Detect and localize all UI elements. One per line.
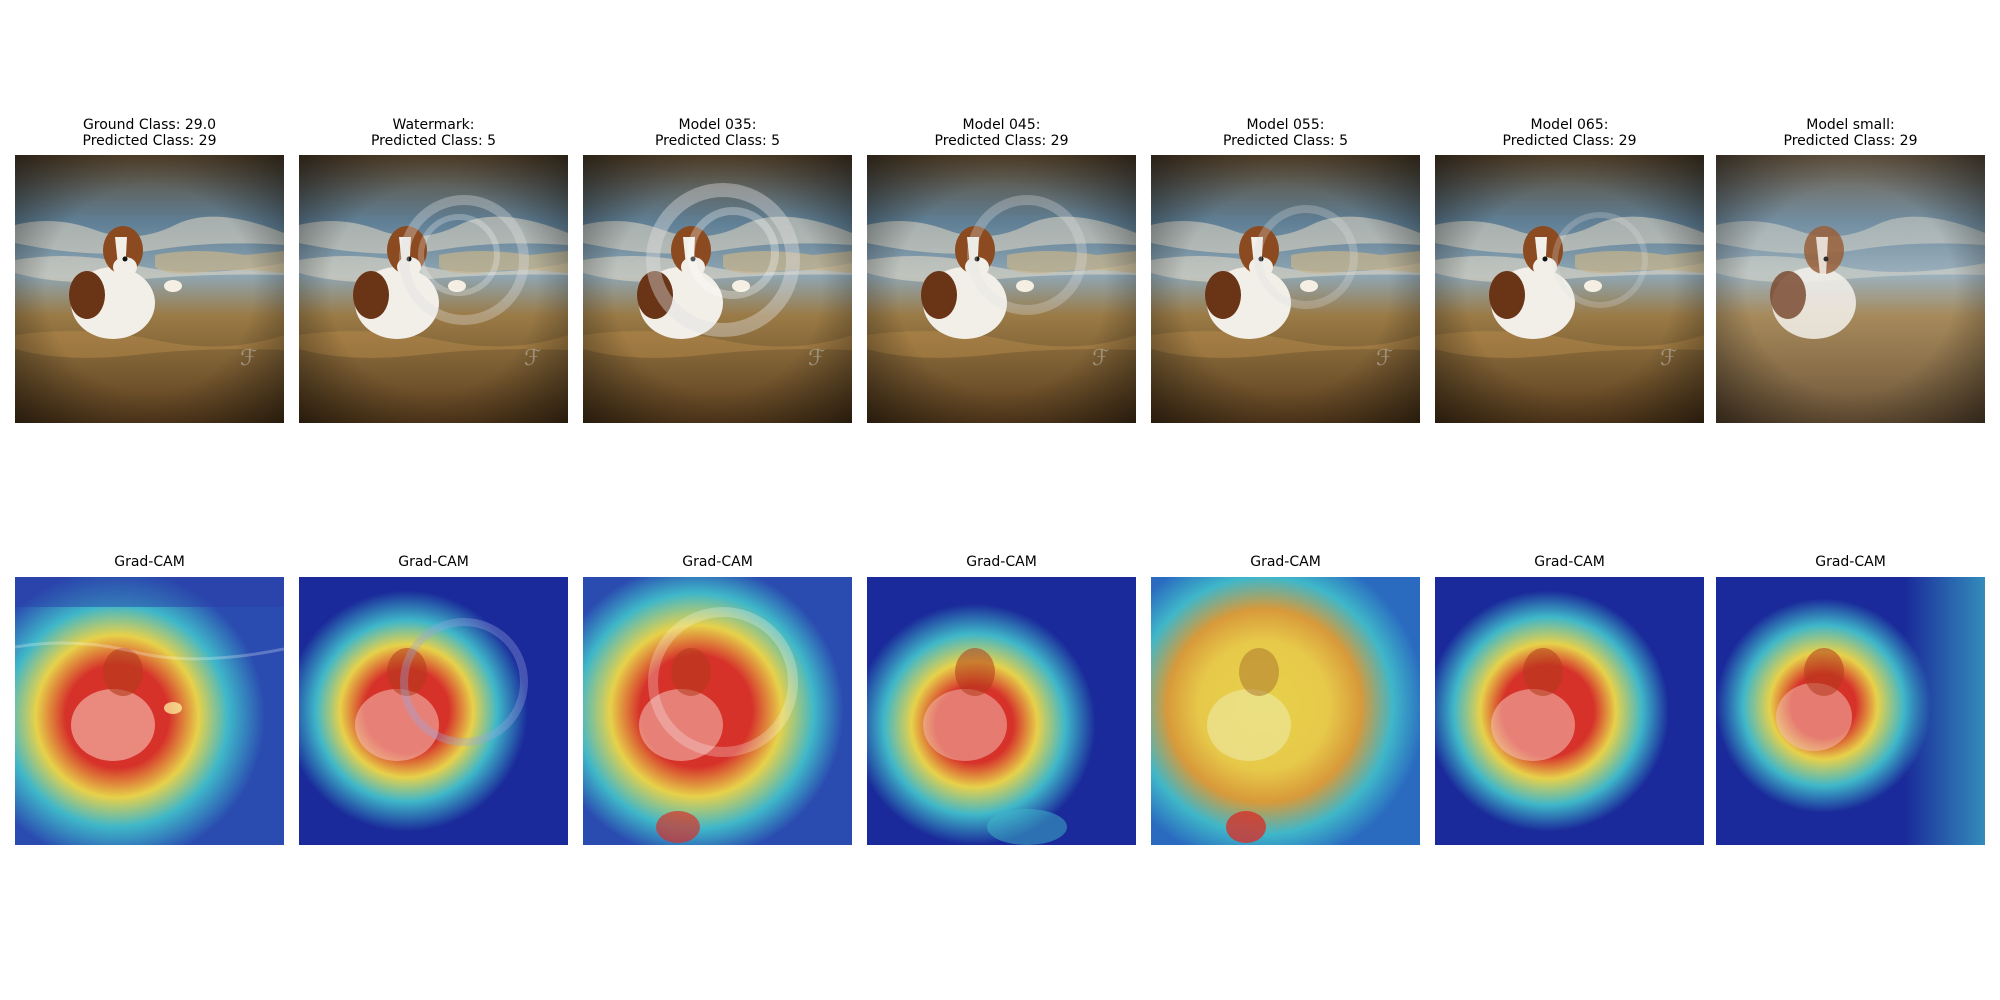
title-line-1: Model 055:: [1246, 117, 1325, 133]
panel-model-small: Model small: Predicted Class: 29: [1716, 115, 1985, 425]
gradcam-panel-model-065: Grad-CAM: [1435, 552, 1704, 852]
gradcam-title: Grad-CAM: [1815, 554, 1886, 570]
dog-photo-watermarked: ℱ: [1435, 155, 1704, 423]
dog-photo-watermarked: [1716, 155, 1985, 423]
title-line-1: Model 045:: [962, 117, 1041, 133]
panel-model-055: Model 055: Predicted Class: 5 ℱ: [1151, 115, 1420, 425]
gradcam-heatmap: [1435, 577, 1704, 845]
dog-photo-watermarked: ℱ: [299, 155, 568, 423]
title-line-2: Predicted Class: 5: [654, 133, 781, 149]
title-line-2: Predicted Class: 29: [1783, 133, 1918, 149]
gradcam-title: Grad-CAM: [1250, 554, 1321, 570]
panel-model-045: Model 045: Predicted Class: 29 ℱ: [867, 115, 1136, 425]
panel-model-065: Model 065: Predicted Class: 29 ℱ: [1435, 115, 1704, 425]
panel-title: Model small: Predicted Class: 29: [1716, 117, 1985, 149]
panel-model-035: Model 035: Predicted Class: 5 ℱ: [583, 115, 852, 425]
dog-photo-watermarked: ℱ: [583, 155, 852, 423]
dog-photo-watermarked: ℱ: [1151, 155, 1420, 423]
title-line-2: Predicted Class: 29: [934, 133, 1069, 149]
gradcam-panel-model-055: Grad-CAM: [1151, 552, 1420, 852]
title-line-1: Model 065:: [1530, 117, 1609, 133]
gradcam-heatmap: [583, 577, 852, 845]
title-line-1: Model small:: [1806, 117, 1895, 133]
gradcam-heatmap: [1716, 577, 1985, 845]
gradcam-panel-ground: Grad-CAM: [15, 552, 284, 852]
title-line-1: Model 035:: [678, 117, 757, 133]
panel-watermark: Watermark: Predicted Class: 5 ℱ: [299, 115, 568, 425]
panel-title: Model 035: Predicted Class: 5: [583, 117, 852, 149]
gradcam-panel-watermark: Grad-CAM: [299, 552, 568, 852]
gradcam-title: Grad-CAM: [398, 554, 469, 570]
gradcam-panel-model-small: Grad-CAM: [1716, 552, 1985, 852]
title-line-2: Predicted Class: 5: [370, 133, 497, 149]
gradcam-title: Grad-CAM: [1534, 554, 1605, 570]
title-line-2: Predicted Class: 29: [1502, 133, 1637, 149]
title-line-2: Predicted Class: 29: [82, 133, 217, 149]
dog-photo-watermarked: ℱ: [867, 155, 1136, 423]
gradcam-heatmap: [299, 577, 568, 845]
title-line-1: Ground Class: 29.0: [82, 117, 217, 133]
panel-title: Model 055: Predicted Class: 5: [1151, 117, 1420, 149]
dog-photo: ℱ: [15, 155, 284, 423]
panel-ground: Ground Class: 29.0 Predicted Class: 29: [15, 115, 284, 425]
gradcam-title: Grad-CAM: [966, 554, 1037, 570]
panel-title: Model 065: Predicted Class: 29: [1435, 117, 1704, 149]
gradcam-heatmap: [15, 577, 284, 845]
gradcam-panel-model-035: Grad-CAM: [583, 552, 852, 852]
panel-title: Ground Class: 29.0 Predicted Class: 29: [15, 117, 284, 149]
gradcam-title: Grad-CAM: [114, 554, 185, 570]
title-line-1: Watermark:: [392, 117, 475, 133]
gradcam-heatmap: [867, 577, 1136, 845]
gradcam-panel-model-045: Grad-CAM: [867, 552, 1136, 852]
gradcam-title: Grad-CAM: [682, 554, 753, 570]
panel-title: Model 045: Predicted Class: 29: [867, 117, 1136, 149]
gradcam-heatmap: [1151, 577, 1420, 845]
title-line-2: Predicted Class: 5: [1222, 133, 1349, 149]
panel-title: Watermark: Predicted Class: 5: [299, 117, 568, 149]
